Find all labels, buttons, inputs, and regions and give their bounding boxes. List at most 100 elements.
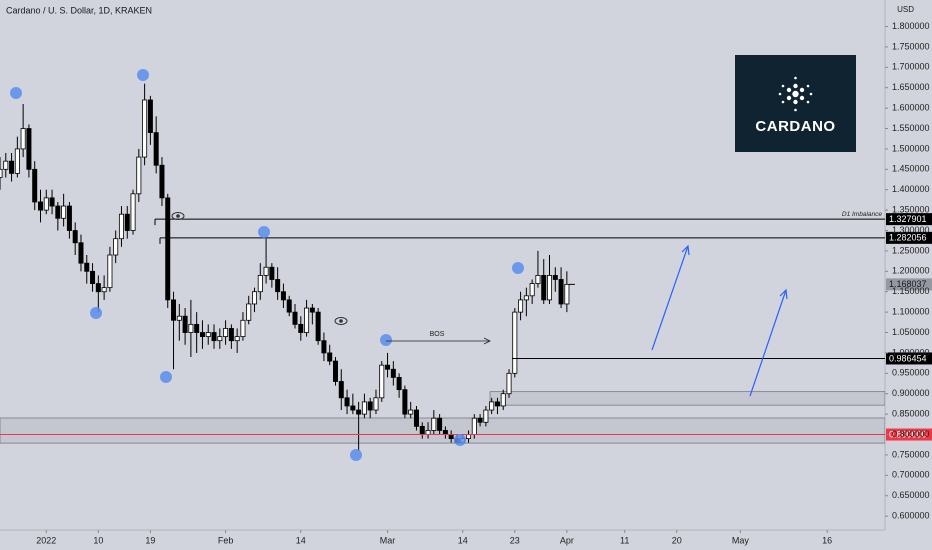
candle-body <box>315 311 321 342</box>
candle-body <box>130 193 136 231</box>
arrowhead <box>779 288 788 300</box>
candle-body <box>263 266 269 276</box>
candle-body <box>113 238 119 256</box>
candle-body <box>159 164 165 199</box>
arrowhead <box>681 244 690 256</box>
zone <box>0 417 885 444</box>
swing-marker <box>160 371 172 383</box>
candle-body <box>523 295 529 301</box>
eye-icons <box>171 212 348 325</box>
y-tick-label: 0.800000 <box>892 429 930 439</box>
y-tick-label: 0.600000 <box>892 511 930 521</box>
y-tick-label: 1.550000 <box>892 123 930 133</box>
price-tag-label: 0.800000 <box>889 429 927 439</box>
chart-title: Cardano / U. S. Dollar, 1D, KRAKEN <box>6 5 152 15</box>
candle-body <box>419 425 425 435</box>
candle-body <box>304 307 310 333</box>
x-tick-label: Apr <box>560 535 574 545</box>
candle-body <box>547 275 553 301</box>
candle-body <box>327 352 333 362</box>
candle-body <box>483 409 489 423</box>
candle-body <box>199 332 205 338</box>
candle-body <box>43 197 49 211</box>
candle-body <box>564 283 570 305</box>
candle-body <box>437 417 443 431</box>
candle-body <box>552 275 558 280</box>
candle-body <box>350 405 356 411</box>
y-tick-label: 1.300000 <box>892 225 930 235</box>
candle-body <box>147 99 153 134</box>
candle-body <box>101 287 107 293</box>
swing-marker <box>350 449 362 461</box>
candle-body <box>234 336 240 342</box>
y-tick-label: 1.200000 <box>892 266 930 276</box>
axes: 0.600000 0.650000 0.700000 0.750000 0.800000… <box>36 21 929 545</box>
x-tick-label: 23 <box>510 535 520 545</box>
candle-body <box>356 409 362 415</box>
cardano-logo: CARDANO <box>735 55 856 152</box>
x-tick-label: Feb <box>218 535 234 545</box>
swing-marker <box>454 434 466 446</box>
candle-body <box>367 401 373 411</box>
x-tick-label: 16 <box>822 535 832 545</box>
candle-body <box>292 311 298 325</box>
candle-body <box>257 275 263 293</box>
candle-body <box>194 323 200 333</box>
candle-body <box>182 315 188 333</box>
candle-body <box>9 160 15 174</box>
candle-body <box>361 401 367 415</box>
logo-text: CARDANO <box>755 118 835 135</box>
candle-body <box>142 99 148 158</box>
candle-body <box>500 393 506 407</box>
candle-body <box>49 197 55 207</box>
candle-body <box>223 328 229 338</box>
swing-marker <box>380 334 392 346</box>
candle-body <box>448 434 454 440</box>
price-tag <box>886 428 932 441</box>
x-tick-label: 11 <box>620 535 629 545</box>
bos-annotation: BOS <box>386 331 491 345</box>
candle-body <box>431 417 437 431</box>
x-tick-label: 2022 <box>36 535 56 545</box>
level-note: D1 Imbalance <box>842 211 882 218</box>
swing-markers <box>10 69 524 461</box>
candle-body <box>344 397 350 407</box>
candle-body <box>165 197 171 301</box>
candle-body <box>477 417 483 423</box>
candle-body <box>153 132 159 166</box>
candle-body <box>217 336 223 342</box>
candle-body <box>269 266 275 280</box>
y-tick-label: 1.500000 <box>892 143 930 153</box>
eye-icon <box>334 317 348 325</box>
y-tick-label: 1.100000 <box>892 306 930 316</box>
candle-body <box>61 205 67 219</box>
projection-arrows <box>651 244 788 397</box>
x-tick-label: May <box>732 535 750 545</box>
x-tick-label: 20 <box>672 535 682 545</box>
projection-arrow <box>749 289 787 397</box>
candle-body <box>176 315 182 321</box>
candle-body <box>37 201 43 211</box>
candle-body <box>90 270 96 284</box>
candle-body <box>402 389 408 415</box>
candle-body <box>309 307 315 313</box>
swing-marker <box>258 226 270 238</box>
candle-body <box>32 168 38 203</box>
eye-pupil <box>339 319 343 323</box>
price-tag <box>886 352 932 365</box>
candle-body <box>136 156 142 195</box>
y-tick-label: 1.150000 <box>892 286 930 296</box>
candle-body <box>379 364 385 399</box>
eye-pupil <box>176 214 180 218</box>
candle-body <box>124 213 130 231</box>
candle-body <box>442 430 448 435</box>
y-tick-label: 1.700000 <box>892 62 930 72</box>
y-axis-unit: USD <box>897 5 914 14</box>
y-tick-label: 1.600000 <box>892 102 930 112</box>
candle-body <box>471 417 477 435</box>
candles <box>0 83 570 451</box>
price-tag-label: 1.327901 <box>889 214 927 224</box>
price-tag <box>886 231 932 244</box>
candle-body <box>321 340 327 354</box>
